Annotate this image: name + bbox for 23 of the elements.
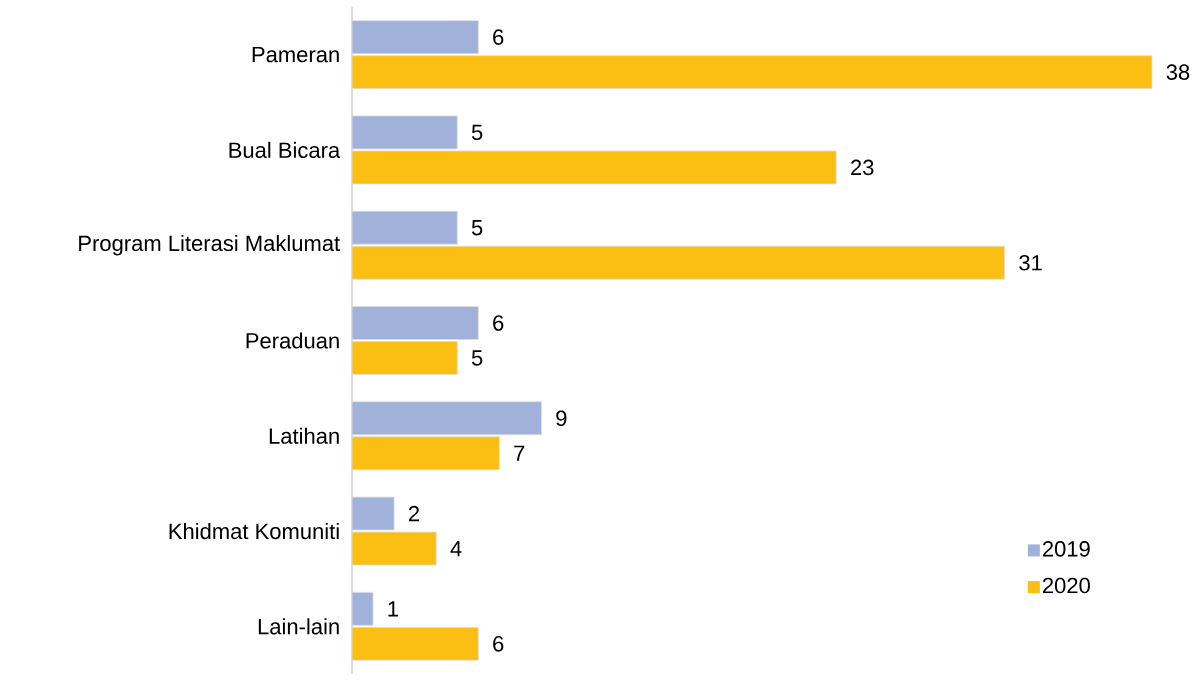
y-tick-label: Program Literasi Maklumat — [79, 234, 340, 256]
data-label: 6 — [493, 29, 504, 45]
data-label: 4 — [450, 540, 462, 557]
y-tick-label: Peraduan — [246, 332, 339, 349]
y-tick-label: Bual Bicara — [229, 141, 341, 158]
data-label: 6 — [493, 636, 504, 652]
data-label: 5 — [471, 124, 483, 141]
data-label: 5 — [471, 350, 483, 366]
data-label: 9 — [556, 410, 567, 427]
y-tick-label: Latihan — [269, 427, 339, 444]
legend-label: 2020 — [1042, 577, 1090, 594]
data-label: 1 — [388, 601, 398, 617]
data-label: 6 — [493, 315, 504, 331]
y-tick-label: Khidmat Komuniti — [169, 522, 339, 540]
data-label: 5 — [471, 220, 483, 236]
data-label: 31 — [1019, 254, 1042, 271]
data-label: 23 — [851, 159, 874, 176]
y-tick-label: Lain-lain — [258, 618, 339, 635]
y-tick-label: Pameran — [252, 46, 339, 63]
data-label: 2 — [408, 505, 419, 522]
legend-label: 2019 — [1042, 541, 1090, 557]
data-label: 7 — [514, 445, 525, 461]
data-label: 38 — [1166, 64, 1190, 80]
